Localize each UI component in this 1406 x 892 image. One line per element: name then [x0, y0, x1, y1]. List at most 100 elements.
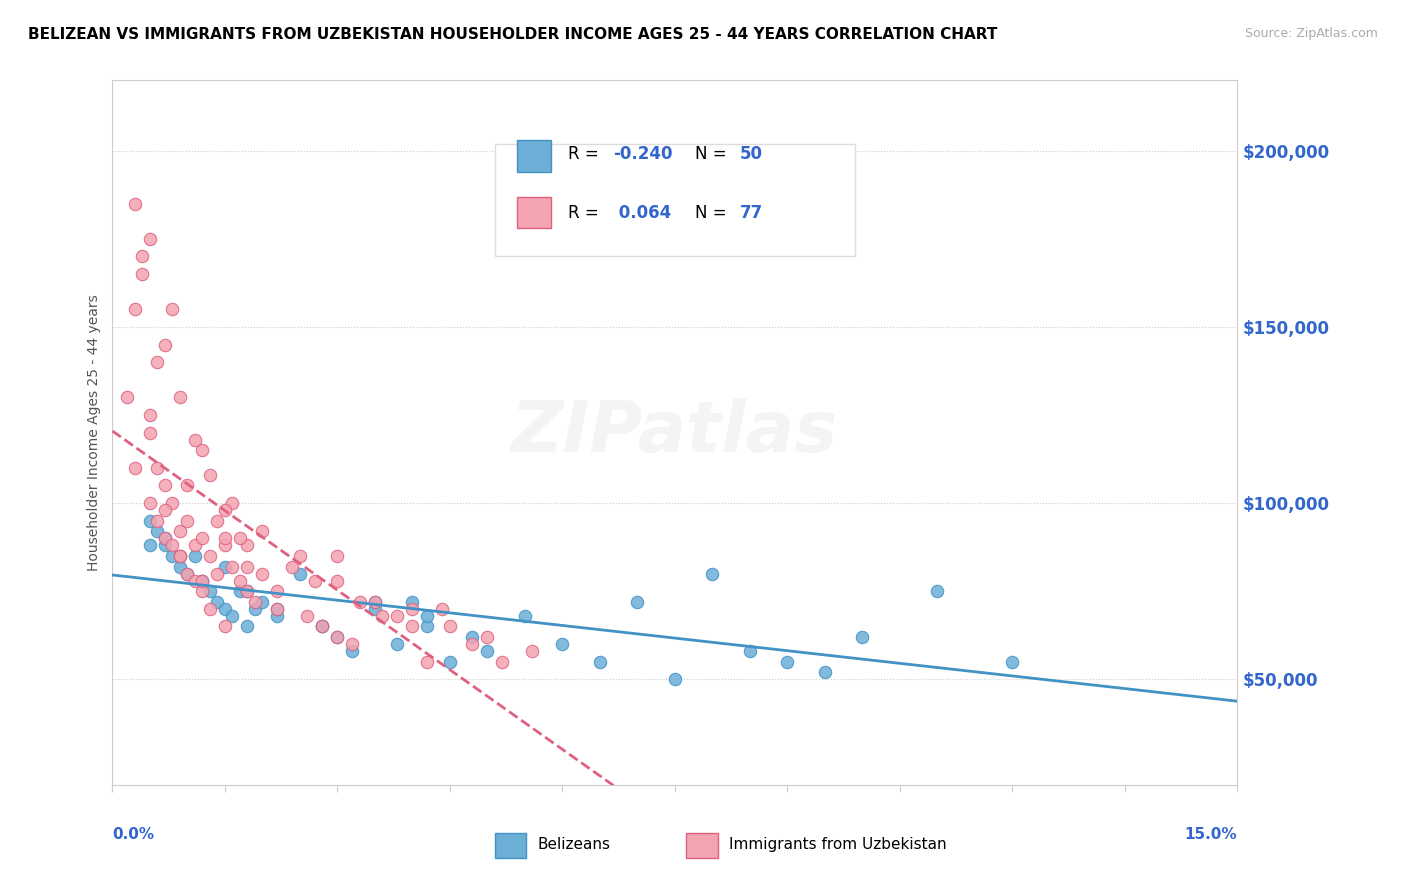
- Point: [162, 538, 184, 552]
- Point: [184, 574, 207, 588]
- Point: [191, 443, 214, 458]
- Point: [176, 566, 198, 581]
- Text: R =: R =: [568, 203, 605, 222]
- Point: [198, 549, 221, 563]
- Point: [416, 608, 439, 623]
- Point: [229, 574, 252, 588]
- Point: [461, 630, 484, 644]
- Text: Belizeans: Belizeans: [537, 838, 610, 853]
- Point: [153, 337, 176, 351]
- Point: [522, 644, 544, 658]
- Point: [191, 531, 214, 545]
- Point: [214, 531, 236, 545]
- Point: [252, 595, 274, 609]
- Point: [304, 574, 326, 588]
- Point: [139, 232, 162, 246]
- Point: [214, 559, 236, 574]
- Point: [162, 496, 184, 510]
- Point: [776, 655, 799, 669]
- Text: 15.0%: 15.0%: [1185, 827, 1237, 842]
- Point: [214, 601, 236, 615]
- Text: 0.0%: 0.0%: [112, 827, 155, 842]
- Point: [1001, 655, 1024, 669]
- Point: [551, 637, 574, 651]
- Point: [243, 595, 266, 609]
- Text: Immigrants from Uzbekistan: Immigrants from Uzbekistan: [728, 838, 946, 853]
- Text: R =: R =: [568, 145, 605, 163]
- Point: [252, 566, 274, 581]
- Point: [477, 630, 499, 644]
- Point: [738, 644, 761, 658]
- Point: [236, 584, 259, 599]
- Point: [146, 460, 169, 475]
- Point: [491, 655, 513, 669]
- Point: [266, 601, 288, 615]
- Point: [432, 601, 454, 615]
- Point: [229, 531, 252, 545]
- Point: [184, 538, 207, 552]
- Point: [401, 595, 423, 609]
- Point: [342, 637, 364, 651]
- Point: [139, 496, 162, 510]
- Point: [927, 584, 949, 599]
- Point: [416, 619, 439, 633]
- Point: [207, 595, 229, 609]
- Point: [326, 574, 349, 588]
- Point: [664, 673, 686, 687]
- Point: [176, 478, 198, 492]
- Point: [191, 574, 214, 588]
- Point: [153, 478, 176, 492]
- Point: [401, 619, 423, 633]
- Point: [139, 425, 162, 440]
- Point: [266, 601, 288, 615]
- Point: [626, 595, 648, 609]
- Point: [236, 559, 259, 574]
- FancyBboxPatch shape: [517, 196, 551, 228]
- Point: [184, 549, 207, 563]
- Point: [439, 619, 461, 633]
- Point: [439, 655, 461, 669]
- Point: [371, 608, 394, 623]
- Point: [513, 608, 536, 623]
- Text: 0.064: 0.064: [613, 203, 671, 222]
- Text: BELIZEAN VS IMMIGRANTS FROM UZBEKISTAN HOUSEHOLDER INCOME AGES 25 - 44 YEARS COR: BELIZEAN VS IMMIGRANTS FROM UZBEKISTAN H…: [28, 27, 997, 42]
- Point: [311, 619, 333, 633]
- Point: [139, 538, 162, 552]
- Point: [326, 549, 349, 563]
- Point: [124, 196, 146, 211]
- Point: [169, 559, 191, 574]
- Point: [288, 549, 311, 563]
- Point: [191, 574, 214, 588]
- FancyBboxPatch shape: [517, 140, 551, 172]
- Point: [139, 408, 162, 422]
- Point: [311, 619, 333, 633]
- Point: [851, 630, 873, 644]
- Point: [221, 496, 243, 510]
- Text: N =: N =: [695, 145, 733, 163]
- Point: [191, 584, 214, 599]
- Point: [162, 549, 184, 563]
- Point: [477, 644, 499, 658]
- Point: [229, 584, 252, 599]
- Point: [297, 608, 319, 623]
- Y-axis label: Householder Income Ages 25 - 44 years: Householder Income Ages 25 - 44 years: [87, 294, 101, 571]
- Point: [326, 630, 349, 644]
- Point: [236, 584, 259, 599]
- Point: [153, 531, 176, 545]
- Point: [191, 574, 214, 588]
- Point: [162, 302, 184, 317]
- Point: [281, 559, 304, 574]
- Point: [252, 524, 274, 539]
- Point: [243, 601, 266, 615]
- Point: [342, 644, 364, 658]
- Point: [387, 637, 409, 651]
- Point: [124, 302, 146, 317]
- Point: [326, 630, 349, 644]
- Point: [169, 549, 191, 563]
- Point: [266, 608, 288, 623]
- Text: ZIPatlas: ZIPatlas: [512, 398, 838, 467]
- Point: [288, 566, 311, 581]
- Point: [198, 601, 221, 615]
- Point: [364, 595, 387, 609]
- Point: [702, 566, 724, 581]
